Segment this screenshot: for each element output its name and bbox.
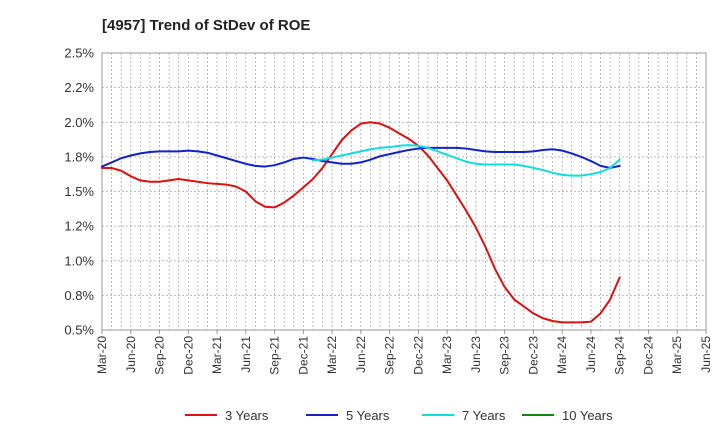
x-tick-label: Mar-25	[670, 336, 684, 374]
legend-label: 3 Years	[225, 408, 269, 423]
y-axis: 0.5% 0.8% 1.0% 1.2% 1.5% 1.8% 2.0% 2.2% 2.5%	[64, 46, 94, 338]
series-line-3	[311, 144, 621, 177]
x-tick-label: Mar-24	[555, 336, 569, 374]
x-tick-label: Mar-21	[210, 336, 224, 374]
grid-lines	[102, 53, 706, 330]
chart-title: [4957] Trend of StDev of ROE	[102, 17, 310, 34]
x-tick-label: Sep-22	[383, 336, 397, 375]
x-tick-label: Dec-21	[296, 336, 310, 375]
legend-label: 7 Years	[462, 408, 506, 423]
x-tick-label: Jun-25	[699, 336, 713, 373]
x-tick-label: Jun-20	[124, 336, 138, 373]
y-tick-label: 1.2%	[64, 219, 94, 234]
x-tick-label: Sep-21	[268, 336, 282, 375]
legend-label: 5 Years	[346, 408, 390, 423]
x-tick-label: Dec-20	[181, 336, 195, 375]
x-tick-label: Jun-24	[584, 336, 598, 373]
x-tick-label: Sep-20	[153, 336, 167, 375]
y-tick-label: 2.5%	[64, 46, 94, 61]
x-tick-label: Dec-23	[526, 336, 540, 375]
x-tick-label: Jun-23	[469, 336, 483, 373]
series-line-2	[101, 146, 621, 169]
x-tick-label: Sep-24	[613, 336, 627, 375]
x-tick-label: Mar-22	[325, 336, 339, 374]
y-tick-label: 1.0%	[64, 253, 94, 268]
x-tick-label: Sep-23	[498, 336, 512, 375]
x-tick-label: Jun-21	[239, 336, 253, 373]
y-tick-label: 2.0%	[64, 115, 94, 130]
y-tick-label: 1.5%	[64, 184, 94, 199]
x-axis: Mar-20 Jun-20 Sep-20 Dec-20 Mar-21 Jun-21 Sep-…	[95, 330, 713, 375]
legend: 3 Years 5 Years 7 Years 10 Years	[185, 408, 613, 423]
y-tick-label: 0.5%	[64, 323, 94, 338]
x-tick-label: Mar-23	[440, 336, 454, 374]
y-tick-label: 1.8%	[64, 149, 94, 164]
y-tick-label: 0.8%	[64, 288, 94, 303]
x-tick-label: Mar-20	[95, 336, 109, 374]
x-tick-label: Jun-22	[354, 336, 368, 373]
series-line-1	[101, 121, 621, 324]
x-tick-label: Dec-24	[641, 336, 655, 375]
legend-label: 10 Years	[562, 408, 613, 423]
x-tick-label: Dec-22	[411, 336, 425, 375]
y-tick-label: 2.2%	[64, 80, 94, 95]
series-lines	[101, 121, 621, 324]
